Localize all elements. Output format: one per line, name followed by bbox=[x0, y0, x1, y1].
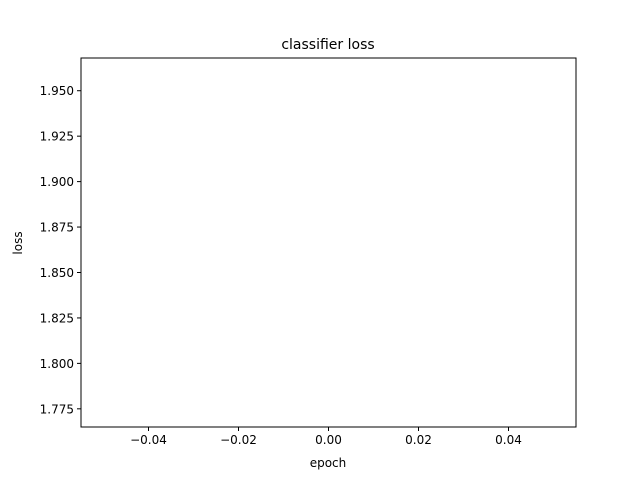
x-axis-ticks: −0.04 −0.02 0.00 0.02 0.04 bbox=[130, 427, 522, 447]
y-tick-label: 1.825 bbox=[40, 311, 74, 325]
y-tick-label: 1.875 bbox=[40, 221, 74, 235]
y-tick-label: 1.850 bbox=[40, 266, 74, 280]
x-tick-label: 0.04 bbox=[495, 433, 522, 447]
plot-frame bbox=[80, 57, 577, 428]
y-axis-ticks: 1.775 1.800 1.825 1.850 1.875 1.900 1.925 1.950 bbox=[40, 84, 81, 416]
y-tick-label: 1.800 bbox=[40, 357, 74, 371]
chart-title: classifier loss bbox=[281, 37, 374, 53]
x-tick-label: −0.04 bbox=[130, 433, 167, 447]
y-axis-label: loss bbox=[11, 231, 25, 254]
y-tick-label: 1.925 bbox=[40, 130, 74, 144]
plot-area bbox=[81, 58, 576, 427]
y-tick-label: 1.775 bbox=[40, 402, 74, 416]
y-tick-label: 1.900 bbox=[40, 175, 74, 189]
x-tick-label: 0.00 bbox=[315, 433, 342, 447]
y-tick-label: 1.950 bbox=[40, 84, 74, 98]
x-axis-label: epoch bbox=[310, 456, 347, 470]
x-tick-label: 0.02 bbox=[405, 433, 432, 447]
x-tick-label: −0.02 bbox=[220, 433, 257, 447]
